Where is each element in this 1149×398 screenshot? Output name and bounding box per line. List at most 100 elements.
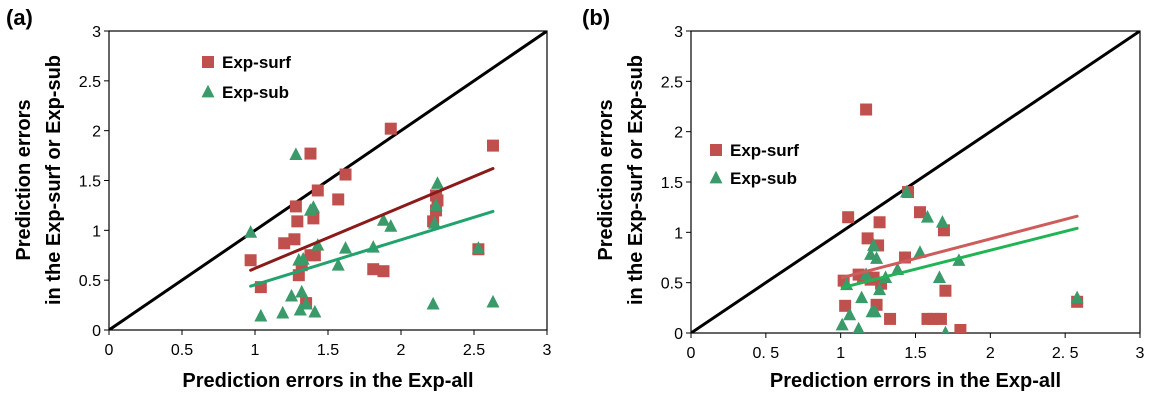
x-tick-label: 0.5 <box>171 342 193 359</box>
exp-surf-point <box>954 323 967 333</box>
x-tick-label: 0 <box>687 345 696 362</box>
exp-surf-point <box>288 233 301 246</box>
legend-label-exp-surf: Exp-surf <box>730 141 799 160</box>
exp-surf-point <box>339 168 352 181</box>
exp-surf-point <box>367 263 380 276</box>
exp-sub-point <box>244 225 258 238</box>
exp-sub-point <box>308 304 322 318</box>
exp-sub-point <box>276 305 290 319</box>
x-tick-label: 1 <box>836 345 845 362</box>
y-axis-label-line-1: Prediction errors <box>595 99 617 260</box>
x-tick-label: 2. 5 <box>1052 345 1079 362</box>
y-tick-label: 1 <box>674 225 683 242</box>
panel-label: (b) <box>582 5 610 30</box>
diagonal-line <box>109 31 547 330</box>
legend-label-exp-sub: Exp-sub <box>222 83 289 102</box>
exp-surf-point <box>244 254 257 267</box>
exp-surf-point <box>861 232 874 245</box>
markers <box>244 122 500 322</box>
exp-sub-point <box>299 296 313 310</box>
exp-sub-point <box>852 321 865 333</box>
legend-marker-exp-surf <box>710 144 722 156</box>
y-tick-label: 3 <box>674 24 683 41</box>
exp-sub-point <box>920 210 934 223</box>
exp-surf-point <box>377 265 390 278</box>
exp-sub-point <box>429 198 443 211</box>
legend-marker-exp-surf <box>202 56 214 68</box>
exp-sub-point <box>311 238 325 251</box>
exp-sub-point <box>376 213 390 226</box>
exp-sub-point <box>935 215 949 228</box>
scatter-chart-b: 0 0. 5 1 1.5 2 2. 5 300.511.522.53Exp-surfExp-… <box>582 5 1145 392</box>
exp-sub-point <box>296 252 310 265</box>
exp-sub-point <box>900 184 914 198</box>
exp-sub-point <box>428 216 442 229</box>
trendline-exp-sub <box>840 226 1079 290</box>
y-tick-label: 2 <box>674 125 683 142</box>
trendline-exp-sub <box>249 209 495 288</box>
x-tick-label: 1.5 <box>904 345 926 362</box>
x-tick-label: 3 <box>543 342 552 359</box>
y-tick-label: 2.5 <box>661 74 683 91</box>
x-tick-label: 1 <box>251 342 260 359</box>
exp-surf-point <box>839 299 852 312</box>
exp-surf-point <box>304 147 317 160</box>
exp-sub-point <box>384 219 398 232</box>
exp-surf-point <box>486 139 499 152</box>
panel-label: (a) <box>6 5 33 30</box>
y-tick-label: 0 <box>674 326 683 343</box>
exp-sub-point <box>486 294 500 308</box>
x-tick-label: 2 <box>397 342 406 359</box>
exp-sub-point <box>295 284 309 298</box>
exp-surf-point <box>939 284 952 297</box>
x-tick-label: 0 <box>105 342 114 359</box>
exp-sub-point <box>426 296 440 310</box>
x-tick-label: 2.5 <box>463 342 485 359</box>
exp-surf-point <box>308 249 321 262</box>
exp-surf-point <box>873 216 886 229</box>
y-tick-label: 0 <box>92 323 101 340</box>
exp-surf-point <box>384 122 397 135</box>
exp-surf-point <box>291 215 304 228</box>
exp-surf-point <box>913 206 926 219</box>
exp-sub-point <box>289 147 303 160</box>
trendline-exp-surf <box>249 167 495 272</box>
exp-surf-point <box>278 237 291 250</box>
exp-sub-point <box>431 176 444 189</box>
exp-sub-point <box>867 238 881 251</box>
exp-surf-point <box>289 200 302 213</box>
y-tick-label: 1.5 <box>79 174 101 191</box>
y-axis-label-line-2: in the Exp-surf or Exp-sub <box>625 55 647 305</box>
y-tick-label: 1.5 <box>661 175 683 192</box>
exp-sub-point <box>285 288 298 302</box>
diagonal-line <box>691 31 1140 333</box>
exp-sub-point <box>932 270 946 284</box>
legend-marker-exp-sub <box>201 84 215 98</box>
x-tick-label: 2 <box>986 345 995 362</box>
x-tick-label: 3 <box>1136 345 1145 362</box>
exp-sub-point <box>331 258 345 271</box>
exp-sub-point <box>835 317 849 331</box>
exp-sub-point <box>843 307 857 321</box>
legend: Exp-surf Exp-sub <box>201 53 291 102</box>
x-axis-label: Prediction errors in the Exp-all <box>770 370 1061 392</box>
y-tick-label: 3 <box>92 24 101 41</box>
scatter-chart-a: 0 0.5 1 1.5 2 2.5 300.511.522.53Exp-surfExp-su… <box>6 5 552 392</box>
exp-sub-point <box>471 241 485 254</box>
exp-sub-point <box>873 282 887 296</box>
exp-sub-point <box>855 290 869 304</box>
y-tick-label: 2 <box>92 124 101 141</box>
exp-sub-point <box>913 245 927 258</box>
y-tick-label: 2.5 <box>79 74 101 91</box>
exp-surf-point <box>884 312 897 325</box>
exp-sub-point <box>306 200 320 213</box>
exp-sub-point <box>254 308 268 322</box>
y-axis-label-line-2: in the Exp-surf or Exp-sub <box>43 55 65 305</box>
legend: Exp-surf Exp-sub <box>709 141 799 188</box>
y-tick-label: 0.5 <box>661 276 683 293</box>
y-tick-label: 0.5 <box>79 273 101 290</box>
markers <box>835 103 1084 333</box>
exp-sub-point <box>339 241 353 254</box>
exp-surf-point <box>860 103 873 116</box>
exp-sub-point <box>1070 290 1084 304</box>
